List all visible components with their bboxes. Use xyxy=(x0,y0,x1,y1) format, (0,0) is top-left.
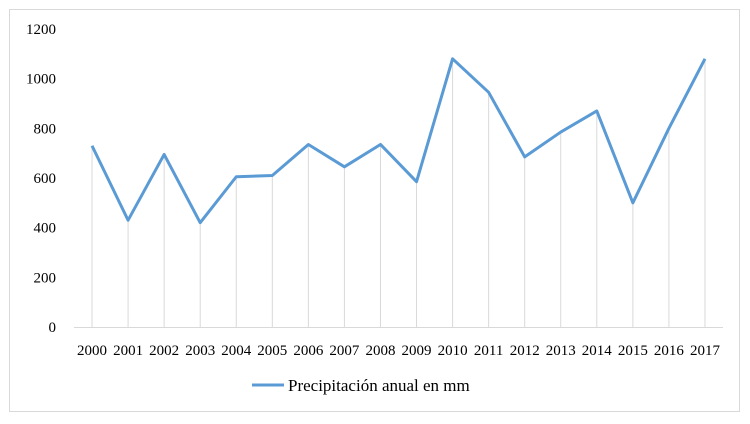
x-tick-label: 2002 xyxy=(149,343,179,359)
legend: Precipitación anual en mm xyxy=(252,376,470,395)
y-tick-label: 0 xyxy=(49,320,57,336)
x-tick-label: 2004 xyxy=(221,343,252,359)
series-line-precipitacion xyxy=(90,57,707,225)
y-tick-label: 1200 xyxy=(26,22,56,38)
y-axis-ticks: 0 200 400 600 800 1000 1200 xyxy=(26,22,56,336)
legend-label: Precipitación anual en mm xyxy=(288,376,470,395)
drop-lines xyxy=(91,58,706,327)
y-tick-label: 600 xyxy=(34,171,57,187)
x-tick-label: 2001 xyxy=(113,343,143,359)
chart-frame xyxy=(9,9,740,412)
x-tick-label: 2013 xyxy=(546,343,576,359)
x-tick-label: 2011 xyxy=(474,343,503,359)
x-tick-label: 2006 xyxy=(293,343,324,359)
x-tick-label: 2008 xyxy=(365,343,395,359)
y-tick-label: 800 xyxy=(34,121,57,137)
x-tick-label: 2003 xyxy=(185,343,215,359)
x-tick-label: 2010 xyxy=(438,343,468,359)
y-tick-label: 1000 xyxy=(26,72,56,88)
x-tick-label: 2015 xyxy=(618,343,648,359)
x-tick-label: 2016 xyxy=(654,343,685,359)
x-tick-label: 2009 xyxy=(402,343,432,359)
x-axis-ticks: 2000 2001 2002 2003 2004 2005 2006 2007 2008 2009… xyxy=(77,343,720,359)
y-tick-label: 400 xyxy=(34,221,57,237)
x-tick-label: 2005 xyxy=(257,343,287,359)
x-tick-label: 2017 xyxy=(690,343,721,359)
x-tick-label: 2012 xyxy=(510,343,540,359)
x-tick-label: 2007 xyxy=(329,343,360,359)
x-tick-label: 2014 xyxy=(582,343,613,359)
x-tick-label: 2000 xyxy=(77,343,107,359)
y-tick-label: 200 xyxy=(34,270,57,286)
